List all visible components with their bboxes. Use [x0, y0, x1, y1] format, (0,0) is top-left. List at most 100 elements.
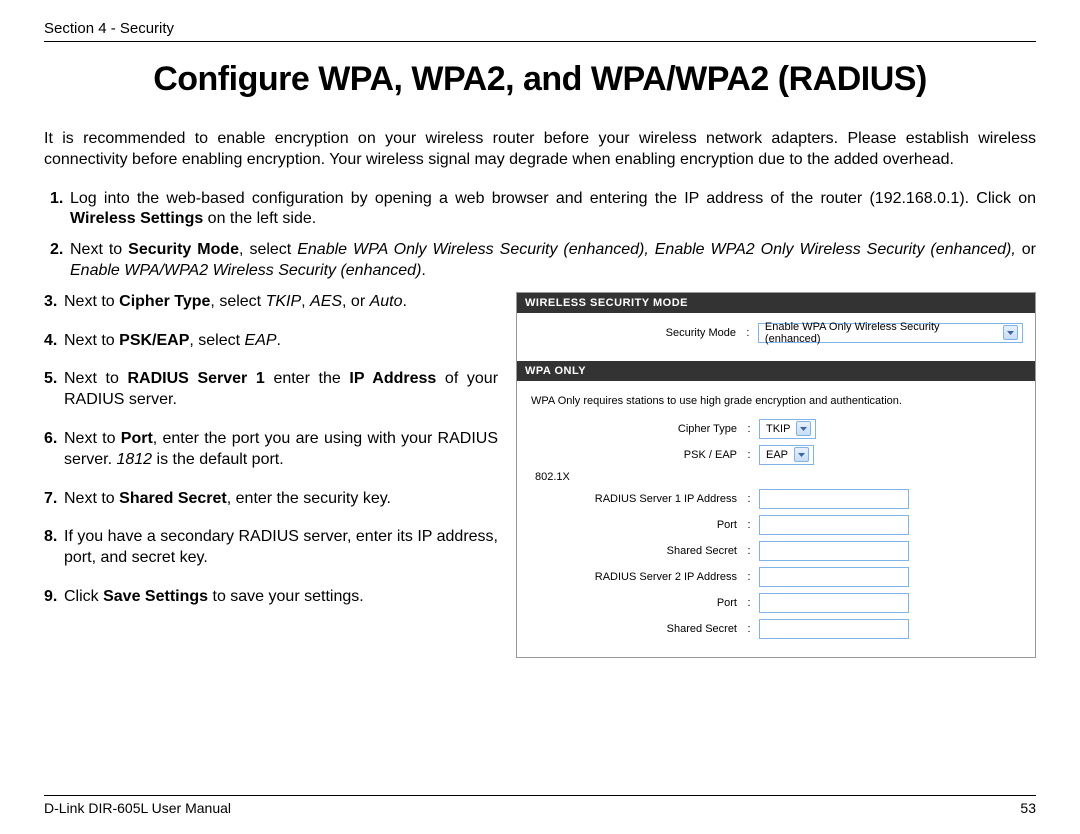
text: If you have a secondary RADIUS server, e… — [64, 528, 498, 566]
page-title: Configure WPA, WPA2, and WPA/WPA2 (RADIU… — [44, 60, 1036, 99]
italic-text: 1812 — [116, 451, 152, 468]
radius1-secret-input[interactable] — [759, 541, 909, 561]
page-number: 53 — [1020, 800, 1036, 816]
wireless-security-mode-header: WIRELESS SECURITY MODE — [517, 293, 1035, 313]
step-number: 6. — [44, 429, 64, 471]
step-8: 8. If you have a secondary RADIUS server… — [44, 527, 498, 569]
colon: : — [745, 449, 753, 461]
bold-text: Shared Secret — [119, 490, 227, 507]
text: , — [301, 293, 310, 310]
radius2-ip-input[interactable] — [759, 567, 909, 587]
panel-body: Security Mode : Enable WPA Only Wireless… — [517, 313, 1035, 361]
step-number: 2. — [50, 240, 70, 282]
step-2: 2. Next to Security Mode, select Enable … — [44, 240, 1036, 282]
chevron-down-icon — [796, 421, 811, 436]
page-footer: D-Link DIR-605L User Manual 53 — [44, 795, 1036, 816]
text: is the default port. — [152, 451, 284, 468]
radius1-secret-row: Shared Secret : — [529, 541, 1023, 561]
italic-text: Enable WPA Only Wireless Security (enhan… — [297, 241, 1016, 258]
radius2-ip-label: RADIUS Server 2 IP Address — [529, 571, 745, 583]
radius1-ip-row: RADIUS Server 1 IP Address : — [529, 489, 1023, 509]
step-number: 1. — [50, 189, 70, 231]
bold-text: Security Mode — [128, 241, 239, 258]
bold-text: Save Settings — [103, 588, 208, 605]
security-mode-value: Enable WPA Only Wireless Security (enhan… — [765, 321, 997, 345]
text: Next to — [70, 241, 128, 258]
radius1-port-label: Port — [529, 519, 745, 531]
section-header: Section 4 - Security — [44, 20, 1036, 37]
intro-paragraph: It is recommended to enable encryption o… — [44, 129, 1036, 171]
colon: : — [745, 423, 753, 435]
screenshot-panel: WIRELESS SECURITY MODE Security Mode : E… — [516, 292, 1036, 658]
text: Next to — [64, 332, 119, 349]
text: Next to — [64, 293, 119, 310]
radius2-secret-row: Shared Secret : — [529, 619, 1023, 639]
bottom-rule — [44, 795, 1036, 796]
text: , or — [342, 293, 370, 310]
security-mode-label: Security Mode — [529, 327, 744, 339]
step-5: 5. Next to RADIUS Server 1 enter the IP … — [44, 369, 498, 411]
bold-text: PSK/EAP — [119, 332, 189, 349]
step-4: 4. Next to PSK/EAP, select EAP. — [44, 331, 498, 352]
top-rule — [44, 41, 1036, 42]
colon: : — [745, 623, 753, 635]
radius1-port-input[interactable] — [759, 515, 909, 535]
colon: : — [745, 493, 753, 505]
text: enter the — [265, 370, 350, 387]
radius2-port-input[interactable] — [759, 593, 909, 613]
psk-eap-label: PSK / EAP — [529, 449, 745, 461]
step-number: 8. — [44, 527, 64, 569]
psk-eap-select[interactable]: EAP — [759, 445, 814, 465]
columns: 3. Next to Cipher Type, select TKIP, AES… — [44, 292, 1036, 658]
bold-text: RADIUS Server 1 — [128, 370, 265, 387]
radius2-secret-label: Shared Secret — [529, 623, 745, 635]
step-1: 1. Log into the web-based configuration … — [44, 189, 1036, 231]
chevron-down-icon — [1003, 325, 1018, 340]
colon: : — [744, 327, 752, 339]
italic-text: Enable WPA/WPA2 Wireless Security (enhan… — [70, 262, 421, 279]
text: , select — [239, 241, 297, 258]
text: Next to — [64, 370, 128, 387]
text: , enter the security key. — [227, 490, 391, 507]
cipher-type-select[interactable]: TKIP — [759, 419, 816, 439]
text: , select — [189, 332, 244, 349]
step-6: 6. Next to Port, enter the port you are … — [44, 429, 498, 471]
radius2-port-label: Port — [529, 597, 745, 609]
wpa-only-header: WPA ONLY — [517, 361, 1035, 381]
step-number: 4. — [44, 331, 64, 352]
colon: : — [745, 545, 753, 557]
cipher-type-row: Cipher Type : TKIP — [529, 419, 1023, 439]
text: or — [1016, 241, 1036, 258]
step-text: Next to Port, enter the port you are usi… — [64, 429, 498, 471]
footer-row: D-Link DIR-605L User Manual 53 — [44, 800, 1036, 816]
panel-body: WPA Only requires stations to use high g… — [517, 381, 1035, 657]
cipher-type-value: TKIP — [766, 423, 790, 435]
text: Next to — [64, 490, 119, 507]
security-mode-select[interactable]: Enable WPA Only Wireless Security (enhan… — [758, 323, 1023, 343]
colon: : — [745, 571, 753, 583]
text: . — [403, 293, 407, 310]
bold-text: Cipher Type — [119, 293, 210, 310]
step-text: Next to Security Mode, select Enable WPA… — [70, 240, 1036, 282]
step-number: 7. — [44, 489, 64, 510]
psk-eap-value: EAP — [766, 449, 788, 461]
text: Next to — [64, 430, 121, 447]
wpa-note: WPA Only requires stations to use high g… — [531, 395, 1023, 407]
left-column: 3. Next to Cipher Type, select TKIP, AES… — [44, 292, 498, 658]
italic-text: Auto — [370, 293, 403, 310]
text: to save your settings. — [208, 588, 364, 605]
step-text: Next to Shared Secret, enter the securit… — [64, 489, 498, 510]
step-number: 3. — [44, 292, 64, 313]
radius1-ip-input[interactable] — [759, 489, 909, 509]
step-9: 9. Click Save Settings to save your sett… — [44, 587, 498, 608]
step-text: Next to RADIUS Server 1 enter the IP Add… — [64, 369, 498, 411]
italic-text: TKIP — [266, 293, 302, 310]
text: on the left side. — [203, 210, 316, 227]
step-number: 9. — [44, 587, 64, 608]
step-text: Log into the web-based configuration by … — [70, 189, 1036, 231]
step-text: Next to PSK/EAP, select EAP. — [64, 331, 498, 352]
radius2-secret-input[interactable] — [759, 619, 909, 639]
step-text: If you have a secondary RADIUS server, e… — [64, 527, 498, 569]
text: . — [277, 332, 281, 349]
italic-text: EAP — [245, 332, 277, 349]
